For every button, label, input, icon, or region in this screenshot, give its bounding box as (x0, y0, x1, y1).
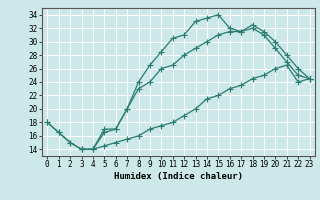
X-axis label: Humidex (Indice chaleur): Humidex (Indice chaleur) (114, 172, 243, 181)
